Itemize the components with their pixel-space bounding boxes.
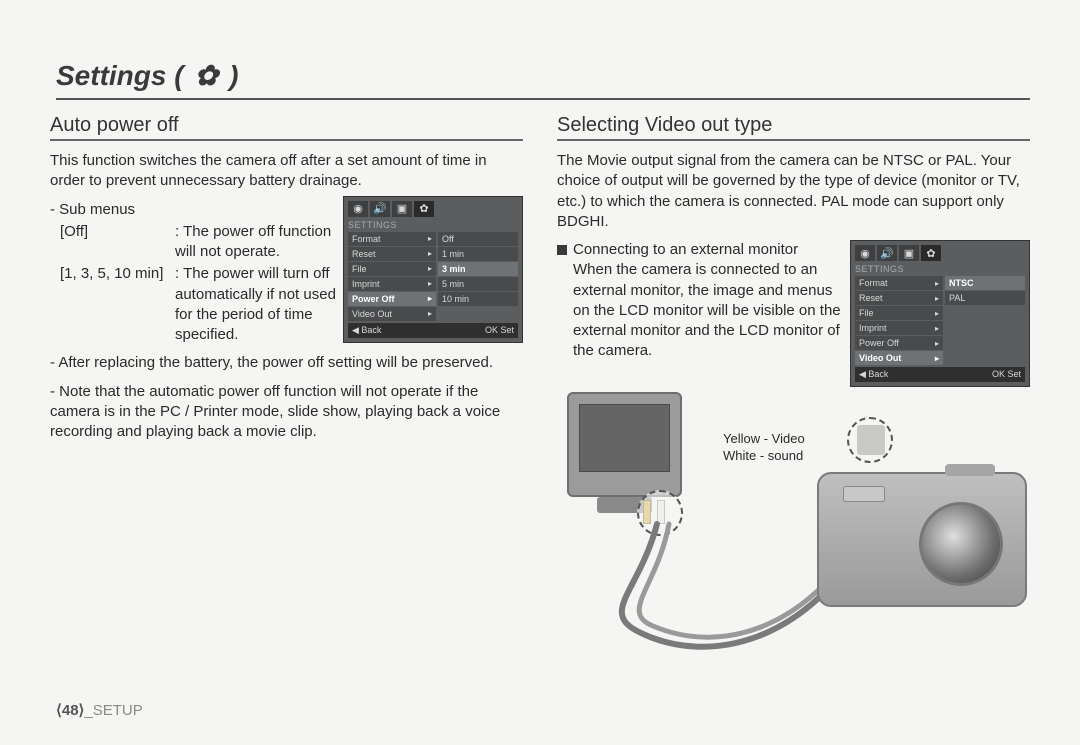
sub-row: [Off] : The power off function will not … [60,222,340,263]
square-bullet-icon [557,245,567,255]
title-word: Settings [56,60,166,91]
lcd-back: ◀ Back [859,369,888,380]
left-body: ◉ 🔊 ▣ ✿ SETTINGS Format▸ Reset▸ File▸ Im… [50,200,523,443]
bullet-body: When the camera is connected to an exter… [573,261,841,359]
lcd-item: Video Out▸ [348,307,436,321]
lcd-tab-icon: ▣ [392,201,412,217]
lcd-item: Imprint▸ [855,321,943,335]
lcd-item: Power Off▸ [855,336,943,350]
zoom-circle-camera-icon [847,417,893,463]
lcd-bottom-bar: ◀ Back OK Set [348,323,518,338]
sub-menu-list: - Sub menus [Off] : The power off functi… [50,200,340,346]
lcd-tab-icon: ◉ [348,201,368,217]
lcd-section-label: SETTINGS [348,220,518,230]
title-close: ) [229,60,238,91]
lcd-item: File▸ [855,306,943,320]
page-footer: ⟨48⟩_SETUP [56,701,143,719]
lcd-item: NTSC [945,276,1025,290]
lcd-tab-icon: ✿ [921,245,941,261]
lcd-tab-icon: ◉ [855,245,875,261]
lcd-bottom-bar: ◀ Back OK Set [855,367,1025,382]
lcd-set: OK Set [992,369,1021,380]
lcd-tab-icon: 🔊 [370,201,390,217]
lcd-item: 1 min [438,247,518,261]
lcd-item: 10 min [438,292,518,306]
lcd-right-col: NTSC PAL [945,276,1025,365]
label-white: White - sound [723,447,805,465]
lcd-item: Reset▸ [348,247,436,261]
lcd-poweroff: ◉ 🔊 ▣ ✿ SETTINGS Format▸ Reset▸ File▸ Im… [343,196,523,343]
lcd-tab-icon: ▣ [899,245,919,261]
lcd-menu: Format▸ Reset▸ File▸ Imprint▸ Power Off▸… [348,232,518,321]
left-column: Auto power off This function switches th… [50,114,523,692]
lcd-back: ◀ Back [352,325,381,336]
lcd-tab-icon: ✿ [414,201,434,217]
lcd-item: 5 min [438,277,518,291]
sub-key: [1, 3, 5, 10 min] [60,264,175,345]
left-note: - Note that the automatic power off func… [50,382,523,443]
lcd-left-col: Format▸ Reset▸ File▸ Imprint▸ Power Off▸… [855,276,943,365]
lcd-item: Off [438,232,518,246]
lcd-item: PAL [945,291,1025,305]
lcd-right-col: Off 1 min 3 min 5 min 10 min [438,232,518,321]
camera-lens-icon [919,502,1003,586]
page-title-bar: Settings ( ✿ ) [56,60,1030,100]
right-intro: The Movie output signal from the camera … [557,151,1030,232]
bullet-text: Connecting to an external monitor When t… [573,240,847,362]
lcd-tabs: ◉ 🔊 ▣ ✿ [348,201,518,217]
left-heading: Auto power off [50,114,523,141]
sub-row: [1, 3, 5, 10 min] : The power will turn … [60,264,340,345]
lcd-item: Video Out▸ [855,351,943,365]
connector-labels: Yellow - Video White - sound [723,430,805,465]
lcd-section-label: SETTINGS [855,264,1025,274]
footer-section: _SETUP [84,702,142,719]
label-yellow: Yellow - Video [723,430,805,448]
lcd-item: Imprint▸ [348,277,436,291]
lcd-item: Reset▸ [855,291,943,305]
content-columns: Auto power off This function switches th… [50,114,1030,692]
lcd-tabs: ◉ 🔊 ▣ ✿ [855,245,1025,261]
sub-val: : The power off function will not operat… [175,222,340,263]
page-number: ⟨48⟩ [56,702,84,719]
right-body: ◉ 🔊 ▣ ✿ SETTINGS Format▸ Reset▸ File▸ Im… [557,240,1030,692]
lcd-item: Format▸ [348,232,436,246]
sub-val: : The power will turn off automatically … [175,264,340,345]
lcd-videoout: ◉ 🔊 ▣ ✿ SETTINGS Format▸ Reset▸ File▸ Im… [850,240,1030,387]
connection-diagram: Yellow - Video White - sound [557,392,1027,692]
left-intro: This function switches the camera off af… [50,151,523,192]
lcd-item: 3 min [438,262,518,276]
lcd-tab-icon: 🔊 [877,245,897,261]
right-heading: Selecting Video out type [557,114,1030,141]
gear-icon: ✿ [191,61,221,91]
page-title: Settings ( ✿ ) [56,60,238,92]
bullet-block: Connecting to an external monitor When t… [557,240,847,362]
title-open: ( [174,60,183,91]
tv-monitor-icon [567,392,682,497]
camera-top [945,464,995,476]
lcd-set: OK Set [485,325,514,336]
bullet-title: Connecting to an external monitor [573,241,798,258]
camera-flash [843,486,885,502]
camera-body-icon [817,472,1027,607]
lcd-left-col: Format▸ Reset▸ File▸ Imprint▸ Power Off▸… [348,232,436,321]
right-column: Selecting Video out type The Movie outpu… [557,114,1030,692]
lcd-item: File▸ [348,262,436,276]
sub-menu-label: - Sub menus [50,200,340,220]
lcd-menu: Format▸ Reset▸ File▸ Imprint▸ Power Off▸… [855,276,1025,365]
lcd-item: Power Off▸ [348,292,436,306]
left-note: - After replacing the battery, the power… [50,353,523,373]
lcd-item: Format▸ [855,276,943,290]
sub-key: [Off] [60,222,175,263]
tv-screen [579,404,670,472]
